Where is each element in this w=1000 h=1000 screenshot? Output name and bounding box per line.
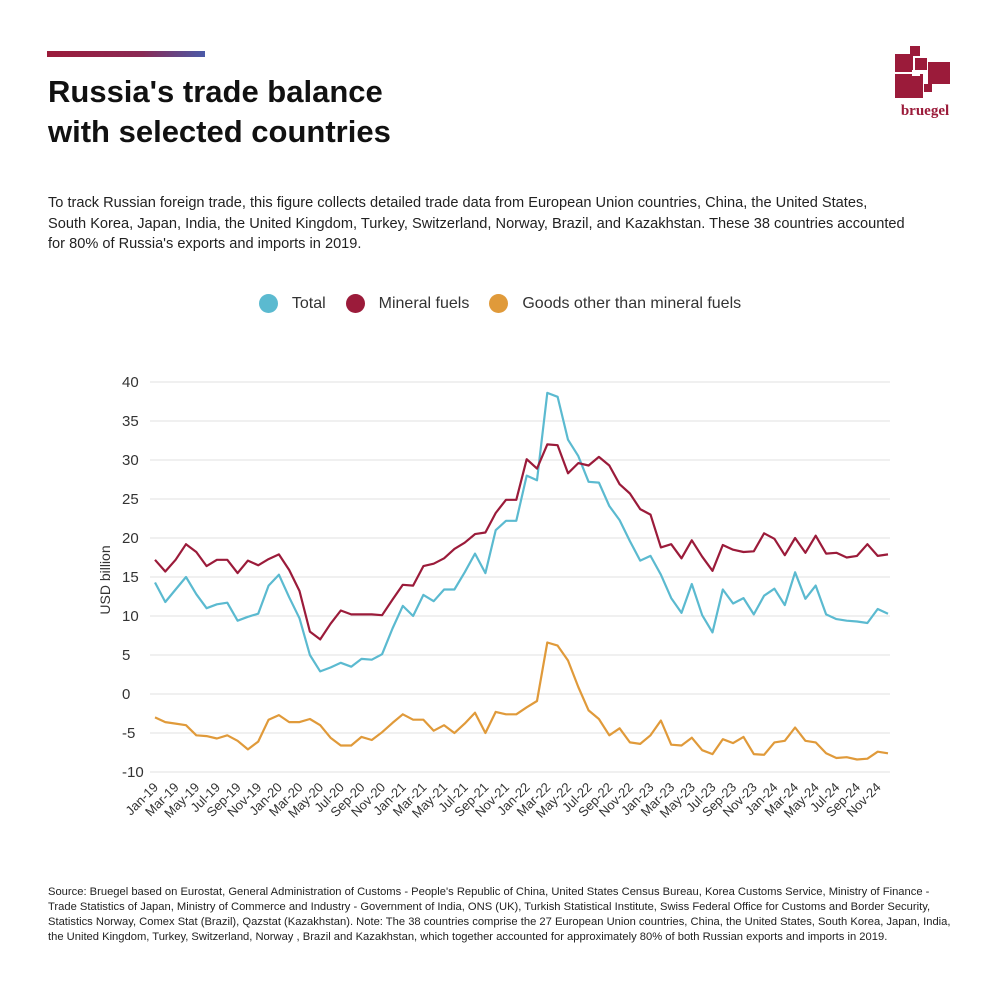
y-tick-label: 25 bbox=[122, 491, 139, 508]
legend-dot-mineral-fuels bbox=[345, 294, 365, 313]
legend-label-mineral-fuels: Mineral fuels bbox=[378, 294, 470, 312]
accent-bar bbox=[47, 51, 205, 57]
y-axis-label: USD billion bbox=[97, 545, 113, 614]
grid-layer bbox=[150, 381, 890, 773]
legend-dot-other-goods bbox=[489, 294, 509, 313]
trade-balance-line-chart: -10 -5 0 5 10 15 20 25 30 35 40 Jan-19Mar-19May-19… bbox=[97, 374, 890, 821]
x-tick-labels: Jan-19Mar-19May-19Jul-19Sep-19Nov-19Jan-… bbox=[122, 780, 883, 821]
title-line-1: Russia's trade balance bbox=[48, 74, 383, 109]
legend-item-other-goods: Goods other than mineral fuels bbox=[489, 294, 741, 313]
legend-label-total: Total bbox=[291, 294, 326, 312]
legend-label-other-goods: Goods other than mineral fuels bbox=[522, 294, 742, 312]
series-line-goods-other-than-mineral-fuels bbox=[154, 641, 889, 761]
y-tick-label: 15 bbox=[122, 569, 139, 586]
bruegel-logo-icon bbox=[895, 46, 950, 98]
y-tick-label: 40 bbox=[122, 374, 139, 391]
legend-item-total: Total bbox=[258, 294, 326, 313]
y-tick-label: -5 bbox=[122, 725, 135, 742]
source-note: Source: Bruegel based on Eurostat, Gener… bbox=[48, 886, 951, 943]
legend-item-mineral-fuels: Mineral fuels bbox=[345, 294, 470, 313]
series-line-total bbox=[154, 391, 889, 673]
y-tick-label: -10 bbox=[122, 764, 144, 781]
y-tick-label: 10 bbox=[122, 608, 139, 625]
page-title: Russia's trade balance with selected cou… bbox=[48, 72, 648, 152]
series-line-mineral-fuels bbox=[154, 443, 889, 641]
y-tick-label: 0 bbox=[122, 686, 130, 703]
logo-text: bruegel bbox=[900, 103, 950, 119]
y-tick-labels: -10 -5 0 5 10 15 20 25 30 35 40 bbox=[122, 374, 144, 781]
chart-description: To track Russian foreign trade, this fig… bbox=[48, 195, 905, 252]
y-tick-label: 35 bbox=[122, 413, 139, 430]
y-tick-label: 5 bbox=[122, 647, 130, 664]
chart-legend: Total Mineral fuels Goods other than min… bbox=[0, 294, 1000, 313]
series-layer bbox=[154, 391, 889, 761]
y-tick-label: 20 bbox=[122, 530, 139, 547]
y-tick-label: 30 bbox=[122, 452, 139, 469]
legend-dot-total bbox=[258, 294, 278, 313]
title-line-2: with selected countries bbox=[48, 114, 391, 149]
